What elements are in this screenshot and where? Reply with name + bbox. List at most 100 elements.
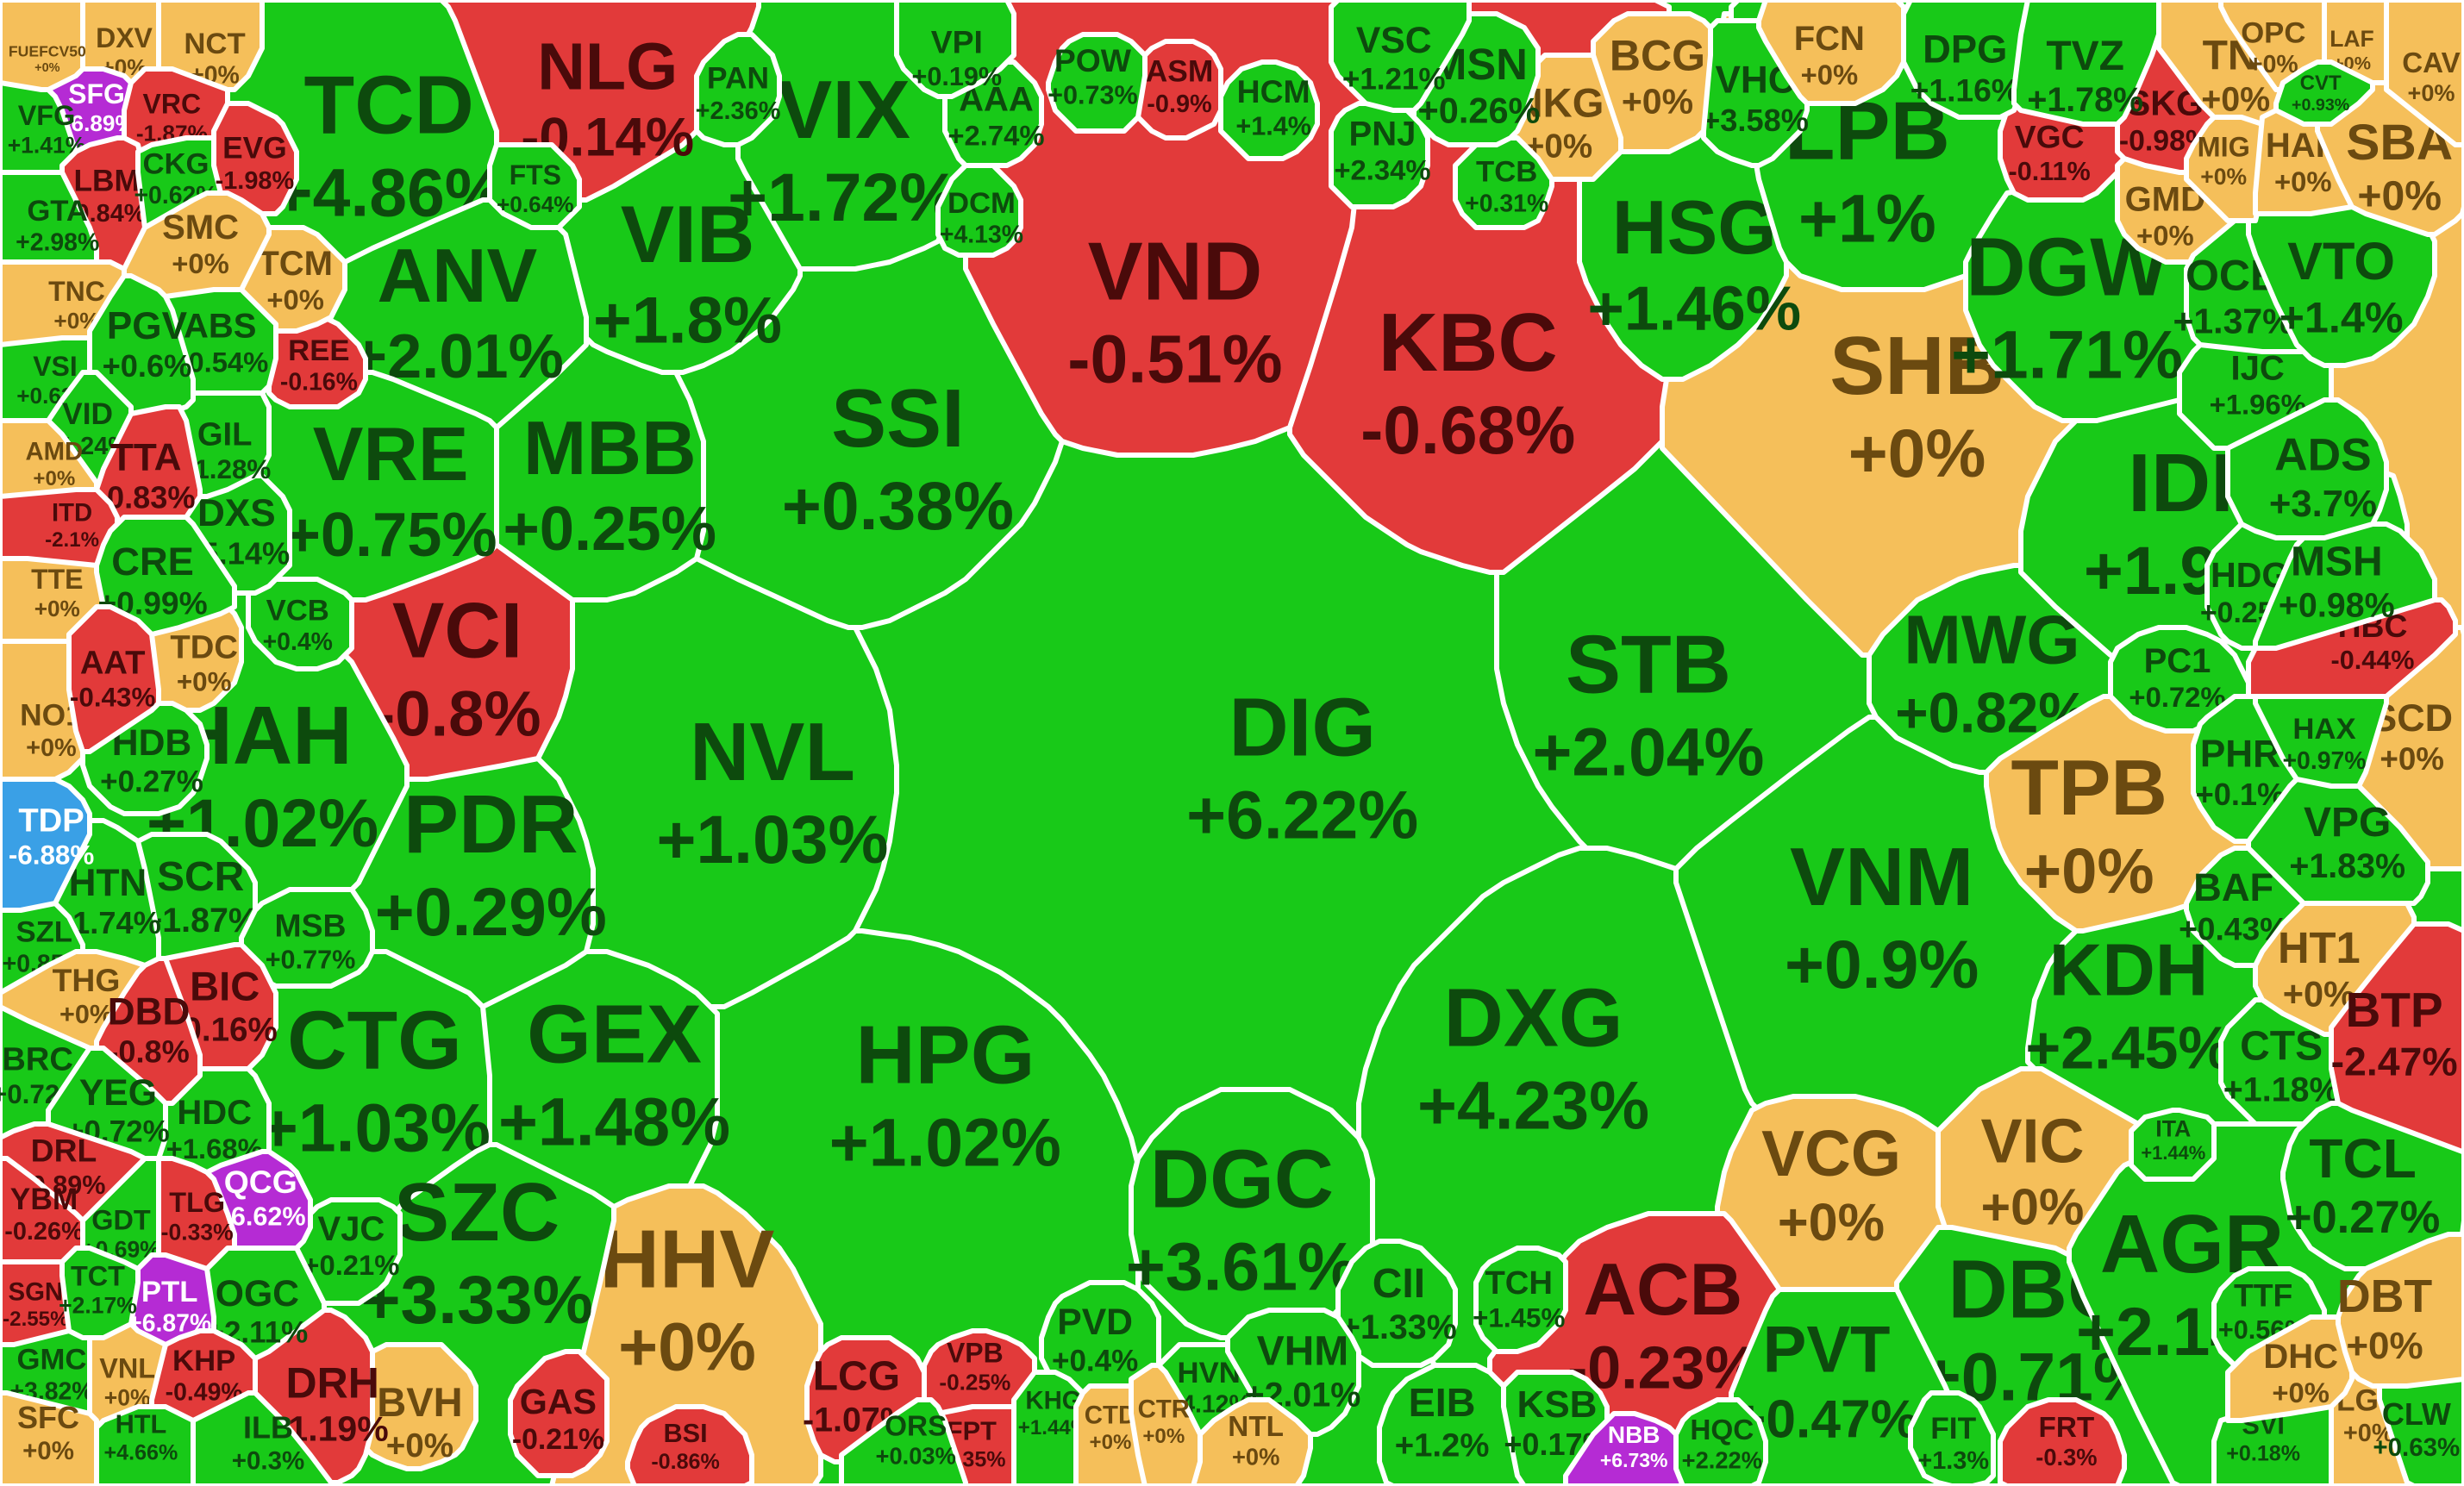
stock-cell-amd[interactable]: AMD+0% — [0, 418, 99, 499]
stock-ticker: DPG — [1923, 27, 2007, 71]
stock-cell-tcd[interactable]: TCD+4.86% — [225, 0, 505, 265]
stock-cell-dhc[interactable]: DHC+0% — [2225, 1314, 2355, 1423]
stock-cell-fuefcv50[interactable]: FUEFCV50 +0% — [0, 0, 86, 92]
stock-cell-ree[interactable]: REE-0.16% — [266, 315, 368, 409]
stock-cell-gta[interactable]: GTA+2.98% — [0, 170, 99, 265]
stock-cell-pgv[interactable]: PGV+0.6% — [87, 273, 196, 416]
stock-cell-tpb[interactable]: TPB+0% — [1984, 694, 2251, 933]
stock-cell-frt[interactable]: FRT-0.3% — [1998, 1397, 2127, 1486]
stock-cell-msb[interactable]: MSB +0.77% — [239, 887, 375, 989]
stock-cell-msh[interactable]: MSH+0.98% — [2253, 521, 2437, 651]
stock-cell-vto[interactable]: VTO+1.4% — [2246, 204, 2437, 368]
stock-cell-asm[interactable]: ASM-0.9% — [1135, 39, 1223, 140]
stock-change: +6.22% — [1186, 777, 1418, 852]
stock-cell-tct[interactable]: TCT+2.17% — [59, 1246, 141, 1340]
stock-cell-dgc[interactable]: DGC+3.61% — [1126, 1087, 1375, 1340]
stock-cell-ita[interactable]: ITA+1.44% — [2129, 1108, 2217, 1182]
stock-cell-tcl[interactable]: TCL+0.27% — [2280, 1101, 2464, 1271]
stock-cell-msn[interactable]: MSN+0.26% — [1411, 11, 1541, 147]
stock-ticker: HCM — [1237, 73, 1310, 109]
stock-cell-vjc[interactable]: VJC+0.21% — [294, 1197, 403, 1306]
stock-cell-pvd[interactable]: PVD+0.4% — [1039, 1280, 1161, 1395]
stock-cell-hsg[interactable]: HSG+1.46% — [1577, 128, 1801, 382]
stock-cell-hqc[interactable]: HQC+2.22% — [1673, 1397, 1768, 1486]
stock-cell-cts[interactable]: CTS+1.18% — [2218, 997, 2341, 1127]
stock-cell-bsi[interactable]: BSI-0.86% — [625, 1404, 754, 1486]
stock-cell-dpg[interactable]: DPG+1.16% — [1901, 0, 2030, 120]
stock-cell-hbc[interactable]: HBC-0.44% — [2246, 597, 2458, 699]
stock-cell-dbt[interactable]: DBT+0% — [2336, 1232, 2464, 1389]
stock-cell-fts[interactable]: FTS+0.64% — [487, 142, 582, 230]
stock-cell-ctr[interactable]: CTR+0% — [1129, 1363, 1203, 1486]
stock-cell-vpb[interactable]: VPB-0.25% — [922, 1328, 1037, 1416]
stock-cell-vcb[interactable]: VCB+0.4% — [246, 577, 354, 671]
stock-cell-nbb[interactable]: NBB+6.73% — [1563, 1411, 1685, 1486]
stock-cell-drh[interactable]: DRH-1.19% — [253, 1308, 389, 1485]
stock-cell-cre[interactable]: CRE+0.99% — [94, 515, 237, 637]
stock-cell-vsc[interactable]: VSC+1.21% — [1329, 0, 1472, 113]
stock-cell-tch[interactable]: TCH+1.45% — [1473, 1246, 1568, 1354]
stock-cell-tni[interactable]: TNI+0% — [2156, 0, 2286, 127]
stock-cell-mig[interactable]: MIG+0% — [2184, 115, 2265, 223]
stock-cell-ads[interactable]: ADS+3.7% — [2225, 397, 2389, 540]
stock-cell-tdp[interactable]: TDP-6.88% — [0, 777, 94, 913]
stock-cell-sfc[interactable]: SFC+0% — [0, 1390, 99, 1486]
stock-cell-ctg[interactable]: CTG+1.03% — [246, 949, 492, 1216]
stock-cell-cav[interactable]: CAV+0% — [2384, 0, 2464, 147]
stock-cell-eib[interactable]: EIB+1.2% — [1377, 1363, 1527, 1486]
stock-cell-cvt[interactable]: CVT+0.93% — [2273, 59, 2375, 127]
stock-cell-pdr[interactable]: PDR+0.29% — [349, 756, 607, 1009]
stock-cell-hcm[interactable]: HCM+1.4% — [1218, 59, 1320, 161]
stock-cell-fit[interactable]: FIT+1.3% — [1908, 1390, 1996, 1486]
stock-cell-nvl[interactable]: NVL+1.03% — [535, 556, 899, 1009]
stock-cell-btp[interactable]: BTP-2.47% — [2329, 921, 2464, 1154]
stock-cell-vre[interactable]: VRE+0.75% — [253, 370, 499, 603]
stock-cell-vnl[interactable]: VNL+0% — [87, 1321, 168, 1430]
stock-cell-no1[interactable]: NO1+0% — [0, 639, 85, 782]
stock-cell-ssi[interactable]: SSI+0.38% — [673, 232, 1065, 630]
stock-cell-ksb[interactable]: KSB+0.17% — [1501, 1370, 1610, 1486]
stock-cell-htl[interactable]: HTL+4.66% — [94, 1404, 196, 1486]
stock-cell-aat[interactable]: AAT-0.43% — [66, 604, 161, 754]
stock-cell-bvh[interactable]: BVH+0% — [363, 1342, 478, 1471]
stock-cell-bcg[interactable]: BCG+0% — [1591, 11, 1713, 154]
stock-cell-cii[interactable]: CII+1.33% — [1335, 1239, 1458, 1368]
stock-cell-shape — [2225, 397, 2389, 540]
stock-ticker: KDH — [2049, 929, 2209, 1011]
stock-cell-tlg[interactable]: TLG-0.33% — [156, 1156, 237, 1271]
stock-cell-tta[interactable]: TTA-0.83% — [94, 404, 203, 527]
stock-cell-ogc[interactable]: OGC+2.11% — [204, 1246, 327, 1361]
stock-cell-tcm[interactable]: TCM+0% — [239, 225, 347, 334]
stock-change: +0% — [2274, 165, 2332, 197]
stock-ticker: KBC — [1379, 297, 1558, 389]
stock-cell-ors[interactable]: ORS+0.03% — [839, 1397, 968, 1486]
stock-cell-pan[interactable]: PAN+2.36% — [694, 32, 782, 147]
stock-cell-ilb[interactable]: ILB+0.3% — [191, 1390, 334, 1486]
stock-cell-anv[interactable]: ANV+2.01% — [322, 197, 589, 430]
stock-cell-ptl[interactable]: PTL+6.87% — [128, 1252, 216, 1347]
stock-cell-vpg[interactable]: VPG+1.83% — [2246, 777, 2430, 906]
stock-cell-stb[interactable]: STB+2.04% — [1494, 439, 1879, 871]
stock-cell-mbb[interactable]: MBB+0.25% — [494, 335, 716, 603]
stock-ticker: VSI — [33, 351, 78, 382]
stock-cell-hdc[interactable]: HDC+1.68% — [156, 1066, 272, 1175]
stock-ticker: BAF — [2193, 865, 2273, 909]
stock-cell-shape — [0, 777, 92, 913]
stock-change: +0% — [2357, 173, 2442, 220]
stock-cell-ntl[interactable]: NTL+0% — [1191, 1397, 1313, 1486]
stock-cell-ctd[interactable]: CTD+0% — [1073, 1383, 1148, 1486]
stock-cell-tvz[interactable]: TVZ+1.78% — [2011, 0, 2161, 127]
stock-cell-vpi[interactable]: VPI+0.19% — [894, 0, 1016, 99]
stock-cell-fcn[interactable]: FCN+0% — [1756, 0, 1906, 106]
stock-cell-gex[interactable]: GEX+1.48% — [480, 949, 730, 1209]
stock-cell-pow[interactable]: POW+0.73% — [1046, 32, 1148, 134]
stock-cell-pc1[interactable]: PC1+0.72% — [2108, 625, 2251, 734]
stock-cell-hax[interactable]: HAX+0.97% — [2253, 694, 2389, 789]
stock-cell-ocb[interactable]: OCB+1.37% — [2173, 218, 2306, 354]
stock-cell-dcm[interactable]: DCM+4.13% — [935, 163, 1023, 258]
stock-cell-gas[interactable]: GAS-0.21% — [508, 1349, 610, 1478]
stock-cell-pnj[interactable]: PNJ+2.34% — [1329, 101, 1431, 209]
stock-cell-tte[interactable]: TTE+0% — [0, 556, 106, 644]
stock-cell-clw[interactable]: CLW+0.63% — [2373, 1377, 2464, 1486]
stock-ticker: CLW — [2382, 1396, 2451, 1432]
